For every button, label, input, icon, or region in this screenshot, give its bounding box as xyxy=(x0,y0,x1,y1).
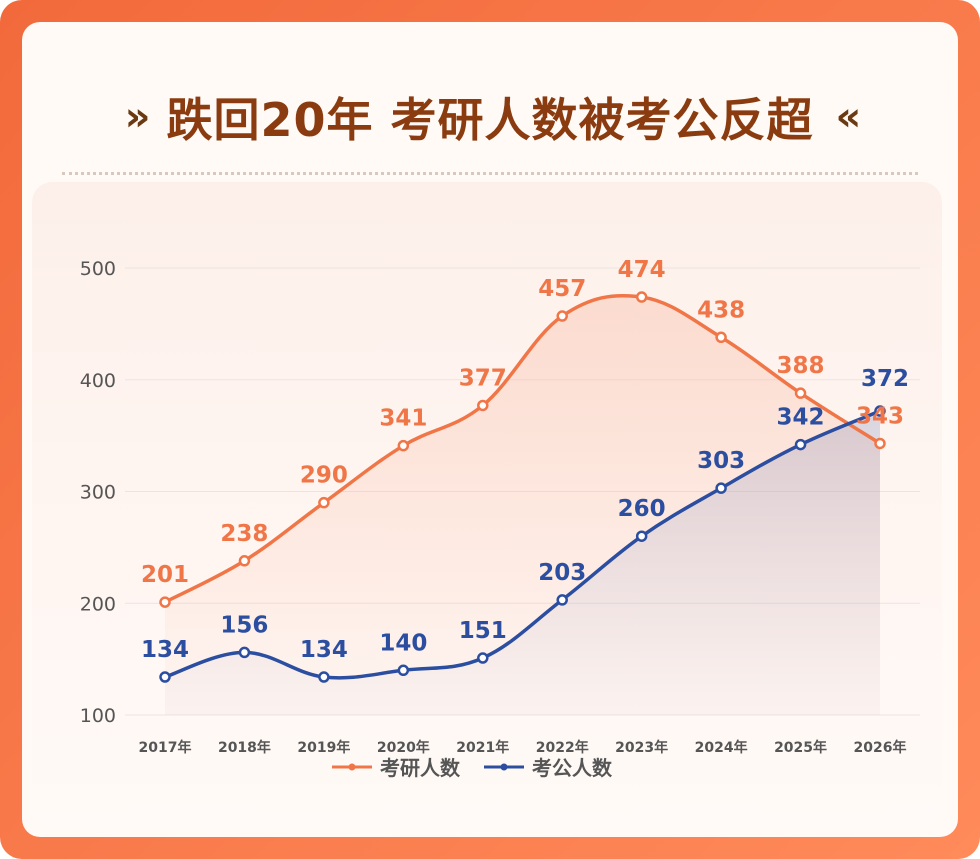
data-label: 201 xyxy=(141,562,189,588)
data-point xyxy=(635,291,648,303)
data-label: 290 xyxy=(300,463,348,489)
y-tick-label: 400 xyxy=(80,370,116,392)
data-label: 156 xyxy=(220,612,268,638)
data-label: 203 xyxy=(538,560,586,586)
data-point xyxy=(238,646,251,659)
data-label: 438 xyxy=(697,297,745,323)
data-point xyxy=(477,399,489,412)
series-area-2 xyxy=(165,411,880,715)
dotted-divider xyxy=(62,172,918,175)
y-tick-label: 100 xyxy=(80,705,116,727)
data-label: 341 xyxy=(379,406,427,432)
data-label: 388 xyxy=(777,353,825,379)
data-label: 457 xyxy=(538,276,586,302)
legend-swatch-series1 xyxy=(332,763,372,770)
data-point xyxy=(874,437,886,450)
y-tick-label: 500 xyxy=(80,258,116,280)
series-line-1 xyxy=(163,293,882,604)
x-tick-label: 2020年 xyxy=(377,739,430,756)
legend-item-series2: 考公人数 xyxy=(482,752,612,781)
data-label: 134 xyxy=(300,637,348,663)
series-line-2 xyxy=(163,409,882,680)
data-point xyxy=(318,671,330,683)
data-label: 303 xyxy=(697,448,745,474)
data-label: 377 xyxy=(459,365,507,391)
data-point xyxy=(715,482,727,494)
data-point xyxy=(159,671,171,683)
x-tick-label: 2022年 xyxy=(536,739,589,756)
legend: 考研人数 考公人数 xyxy=(330,752,612,781)
data-point xyxy=(715,331,727,344)
x-tick-label: 2025年 xyxy=(774,739,827,756)
data-point xyxy=(477,652,489,664)
data-point xyxy=(874,405,886,417)
x-tick-label: 2024年 xyxy=(695,739,748,756)
data-point xyxy=(159,596,171,608)
data-label: 238 xyxy=(220,521,268,547)
data-label: 134 xyxy=(141,637,189,663)
data-point xyxy=(556,594,568,606)
data-point xyxy=(238,555,251,567)
chart-title: 跌回20年 考研人数被考公反超 xyxy=(166,93,814,147)
data-label: 151 xyxy=(459,618,507,644)
legend-item-series1: 考研人数 xyxy=(330,752,460,781)
data-point xyxy=(794,387,807,399)
data-point xyxy=(397,439,410,452)
legend-label-series1: 考研人数 xyxy=(380,756,460,780)
x-tick-label: 2017年 xyxy=(139,739,192,756)
x-tick-label: 2026年 xyxy=(854,739,907,756)
data-label: 343 xyxy=(856,403,904,429)
data-label: 474 xyxy=(618,257,666,283)
legend-swatch-series2 xyxy=(484,763,524,770)
data-label: 140 xyxy=(379,630,427,656)
data-point xyxy=(635,530,648,542)
x-tick-label: 2019年 xyxy=(297,739,350,756)
data-point xyxy=(397,664,410,677)
x-tick-label: 2018年 xyxy=(218,739,271,756)
y-tick-label: 300 xyxy=(80,482,116,504)
title-row: » 跌回20年 考研人数被考公反超 « xyxy=(22,77,958,157)
data-label: 260 xyxy=(618,496,666,522)
legend-label-series2: 考公人数 xyxy=(532,756,612,780)
y-tick-label: 200 xyxy=(80,593,116,615)
x-tick-label: 2023年 xyxy=(615,739,668,756)
data-point xyxy=(556,310,568,322)
data-label: 372 xyxy=(861,366,909,392)
data-point xyxy=(794,438,807,451)
data-point xyxy=(318,496,330,509)
x-tick-label: 2021年 xyxy=(456,739,509,756)
data-label: 342 xyxy=(777,405,825,431)
